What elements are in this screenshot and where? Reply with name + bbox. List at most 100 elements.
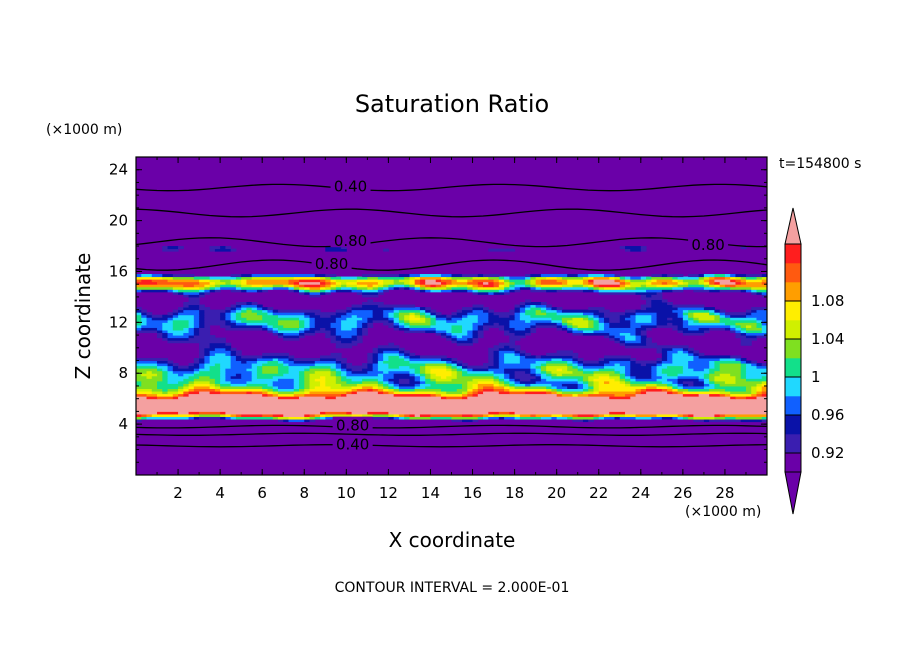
field-cell: [609, 322, 631, 326]
field-cell: [630, 319, 637, 323]
field-cell: [404, 281, 410, 285]
field-cell: [603, 355, 631, 359]
field-cell: [136, 281, 158, 285]
field-cell: [136, 274, 142, 278]
field-cell: [483, 307, 489, 311]
field-cell: [188, 393, 263, 397]
field-cell: [751, 291, 757, 295]
field-cell: [425, 375, 431, 379]
field-cell: [309, 365, 332, 369]
field-cell: [325, 281, 332, 285]
contour-field: [136, 157, 767, 475]
field-cell: [214, 385, 221, 390]
field-cell: [467, 368, 474, 372]
field-cell: [488, 365, 500, 369]
field-cell: [362, 317, 368, 321]
field-cell: [514, 373, 531, 377]
field-cell: [440, 284, 447, 288]
field-cell: [751, 309, 757, 313]
field-cell: [230, 314, 237, 318]
field-cell: [756, 396, 767, 400]
field-cell: [661, 281, 668, 285]
x-tick-label: 24: [631, 484, 650, 502]
field-cell: [283, 419, 289, 423]
field-cell: [630, 332, 637, 336]
field-cell: [414, 383, 421, 387]
field-cell: [241, 286, 263, 290]
field-cell: [367, 284, 374, 288]
field-cell: [535, 413, 552, 417]
field-cell: [646, 340, 652, 344]
field-cell: [656, 312, 679, 316]
contour-label-bg: [311, 255, 352, 271]
field-cell: [756, 322, 763, 326]
field-cell: [225, 352, 232, 356]
field-cell: [582, 385, 589, 390]
field-cell: [136, 368, 158, 372]
x-tick-label: 28: [715, 484, 734, 502]
field-cell: [451, 286, 468, 290]
field-cell: [188, 411, 200, 415]
field-cell: [477, 393, 558, 397]
field-cell: [498, 350, 516, 354]
field-cell: [761, 327, 767, 331]
field-cell: [577, 413, 594, 417]
field-cell: [398, 413, 405, 417]
field-cell: [277, 319, 300, 323]
field-cell: [619, 363, 631, 367]
field-cell: [593, 385, 600, 390]
field-cell: [577, 274, 589, 278]
field-cell: [735, 332, 742, 336]
field-cell: [619, 317, 626, 321]
field-cell: [498, 327, 505, 331]
field-cell: [209, 350, 232, 354]
field-cell: [635, 335, 642, 339]
field-cell: [493, 370, 505, 374]
field-cell: [651, 317, 658, 321]
field-cell: [414, 286, 421, 290]
field-cell: [672, 327, 679, 331]
field-cell: [588, 383, 594, 387]
field-cell: [462, 363, 468, 367]
field-cell: [346, 380, 363, 384]
field-cell: [335, 378, 342, 382]
field-cell: [388, 411, 489, 415]
field-cell: [362, 274, 400, 278]
field-cell: [178, 380, 190, 384]
field-cell: [157, 385, 179, 390]
field-cell: [262, 317, 300, 321]
field-cell: [609, 360, 631, 364]
field-cell: [330, 289, 337, 293]
field-cell: [404, 413, 410, 417]
field-cell: [151, 391, 163, 395]
field-cell: [588, 286, 594, 290]
field-cell: [551, 307, 558, 311]
field-cell: [346, 393, 395, 397]
field-cell: [388, 286, 395, 290]
field-cell: [582, 391, 594, 395]
field-cell: [277, 365, 289, 369]
field-cell: [504, 380, 510, 384]
field-cell: [309, 286, 321, 290]
field-cell: [393, 393, 431, 397]
field-cell: [682, 322, 689, 326]
field-cell: [425, 281, 442, 285]
field-cell: [446, 363, 452, 367]
field-cell: [199, 317, 205, 321]
field-cell: [235, 276, 242, 280]
field-cell: [346, 373, 379, 377]
field-cell: [719, 391, 731, 395]
field-cell: [398, 385, 416, 390]
field-cell: [656, 378, 668, 382]
field-cell: [330, 324, 342, 328]
field-cell: [377, 385, 384, 390]
field-cell: [346, 307, 353, 311]
field-cell: [209, 279, 221, 283]
field-cell: [625, 317, 637, 321]
field-cell: [230, 383, 247, 387]
field-cell: [514, 312, 521, 316]
field-cell: [462, 368, 468, 372]
field-cell: [688, 284, 705, 288]
field-cell: [188, 388, 195, 392]
field-cell: [509, 314, 516, 318]
